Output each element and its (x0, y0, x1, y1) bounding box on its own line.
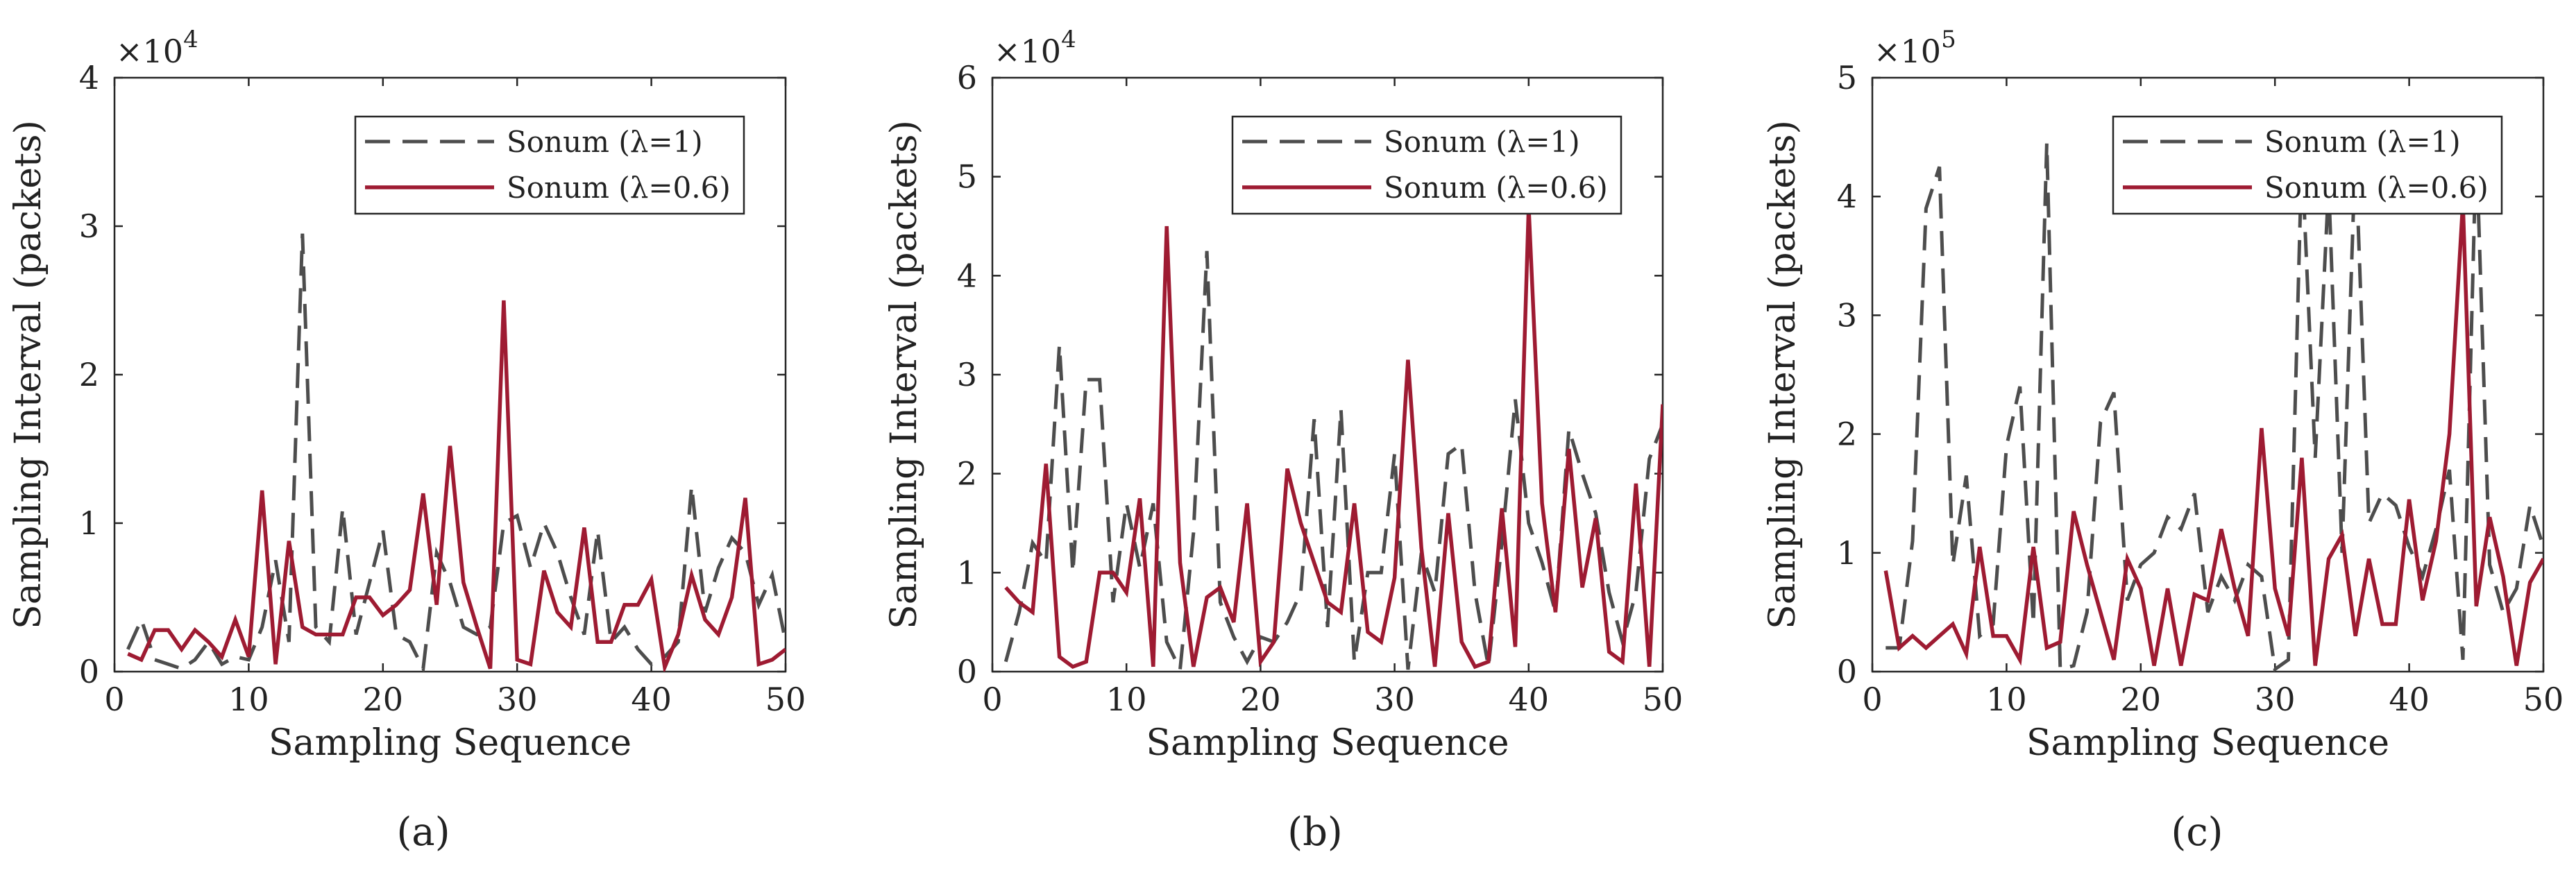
x-tick-label: 40 (631, 681, 672, 718)
x-tick-label: 30 (2255, 681, 2296, 718)
y-tick-label: 3 (1837, 296, 1857, 334)
panel-caption: (c) (2171, 810, 2223, 855)
series-line-lambda-1 (1886, 143, 2543, 672)
y-tick-label: 4 (957, 257, 977, 294)
y-tick-label: 0 (79, 653, 99, 690)
x-tick-label: 40 (2389, 681, 2430, 718)
plot-area (1871, 76, 2545, 673)
y-tick-label: 4 (79, 59, 99, 96)
legend-entry: Sonum (λ=0.6) (2264, 171, 2489, 205)
y-axis-label: Sampling Interval (packets) (1762, 120, 1804, 629)
x-axis-label: Sampling Sequence (1146, 722, 1509, 764)
x-tick-label: 0 (104, 681, 124, 718)
x-tick-label: 10 (228, 681, 269, 718)
x-axis-label: Sampling Sequence (269, 722, 632, 764)
y-axis-label: Sampling Interval (packets) (883, 120, 925, 629)
legend-entry: Sonum (λ=1) (507, 125, 703, 159)
x-tick-label: 30 (497, 681, 538, 718)
y-tick-label: 5 (1837, 59, 1857, 96)
series-line-lambda-0-6 (1883, 202, 2543, 666)
x-tick-label: 0 (1862, 681, 1882, 718)
x-tick-label: 10 (1106, 681, 1147, 718)
chart-panel-c: 0 10 20 30 40 50 0 1 2 3 4 5 ×105 Sampling Sequence Sa… (1762, 26, 2564, 855)
y-tick-label: 2 (79, 356, 99, 393)
y-tick-label: 0 (1837, 653, 1857, 690)
y-tick-label: 1 (957, 554, 977, 591)
axis-multiplier: ×104 (116, 26, 198, 70)
x-tick-label: 0 (982, 681, 1002, 718)
axis-multiplier: ×104 (994, 26, 1076, 70)
y-tick-label: 1 (79, 504, 99, 542)
legend-box (1231, 115, 1622, 215)
legend-box (354, 115, 745, 215)
panel-caption: (b) (1287, 810, 1343, 855)
legend-entry: Sonum (λ=0.6) (507, 171, 731, 205)
chart-panel-b: 0 10 20 30 40 50 0 1 2 3 4 5 6 ×104 Sampling Sequence S… (883, 26, 1683, 855)
legend: Sonum (λ=1) Sonum (λ=0.6) (2112, 115, 2503, 215)
y-tick-label: 3 (957, 356, 977, 393)
legend-entry: Sonum (λ=0.6) (1384, 171, 1608, 205)
panel-caption: (a) (396, 810, 450, 855)
y-tick-label: 4 (1837, 178, 1857, 215)
legend: Sonum (λ=1) Sonum (λ=0.6) (354, 115, 745, 215)
y-tick-label: 6 (957, 59, 977, 96)
y-tick-label: 0 (957, 653, 977, 690)
x-tick-label: 50 (1643, 681, 1684, 718)
series-line-lambda-0-6 (127, 300, 786, 672)
y-axis-label: Sampling Interval (packets) (8, 120, 49, 629)
y-tick-label: 2 (957, 455, 977, 493)
series-line-lambda-0-6 (1004, 206, 1663, 670)
x-tick-label: 50 (2523, 681, 2564, 718)
y-tick-label: 2 (1837, 416, 1857, 453)
legend-box (2112, 115, 2503, 215)
x-tick-label: 10 (1986, 681, 2027, 718)
axis-multiplier: ×105 (1874, 26, 1956, 70)
x-tick-label: 20 (2121, 681, 2162, 718)
y-tick-label: 3 (79, 207, 99, 245)
y-tick-label: 1 (1837, 534, 1857, 572)
legend-entry: Sonum (λ=1) (1384, 125, 1580, 159)
x-tick-label: 30 (1374, 681, 1415, 718)
x-tick-label: 40 (1509, 681, 1550, 718)
x-tick-label: 50 (765, 681, 806, 718)
x-tick-label: 20 (1240, 681, 1281, 718)
chart-panel-a: 0 10 20 30 40 50 0 1 2 3 4 ×104 Sampling Sequence Sam… (8, 26, 806, 855)
legend-entry: Sonum (λ=1) (2264, 125, 2461, 159)
x-axis-label: Sampling Sequence (2026, 722, 2389, 764)
x-tick-label: 20 (363, 681, 404, 718)
y-tick-label: 5 (957, 158, 977, 196)
legend: Sonum (λ=1) Sonum (λ=0.6) (1231, 115, 1622, 215)
